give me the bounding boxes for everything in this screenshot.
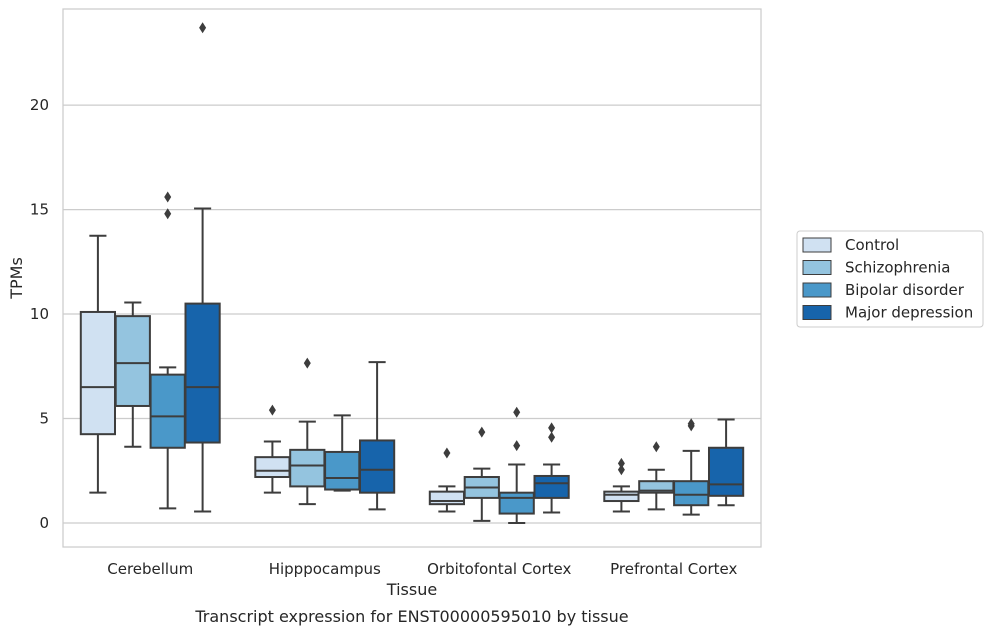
x-tick-label: Prefrontal Cortex [610, 560, 737, 578]
box-iqr [358, 439, 396, 494]
legend-label: Major depression [845, 304, 973, 322]
x-tick-label: Orbitofontal Cortex [427, 560, 571, 578]
box-iqr [184, 302, 221, 444]
outlier-point [164, 191, 172, 203]
outlier-point [303, 357, 311, 369]
legend: Control Schizophrenia Bipolar disorder Majo… [796, 230, 984, 328]
box-schizophrenia-orbitofontal-cortex [463, 426, 500, 522]
box-control-cerebellum [79, 234, 117, 494]
plot-background [63, 9, 761, 547]
outlier-point [513, 406, 521, 418]
box-control-orbitofontal-cortex [428, 447, 466, 513]
box-iqr [707, 446, 745, 497]
outlier-point [478, 426, 486, 438]
legend-swatch [802, 282, 832, 298]
figure-caption: Transcript expression for ENST0000059501… [194, 607, 628, 626]
box-iqr [428, 490, 466, 506]
legend-frame [796, 230, 984, 328]
legend-swatch [802, 305, 832, 320]
x-axis-label: Tissue [386, 580, 437, 599]
x-tick-label: Hipppocampus [269, 560, 381, 578]
box-major-depression-cerebellum [184, 22, 221, 513]
box-iqr [149, 373, 186, 449]
y-tick-label: 20 [30, 96, 49, 114]
box-iqr [289, 448, 326, 488]
outlier-point [548, 422, 556, 434]
outlier-point [687, 418, 695, 430]
outlier-point [617, 457, 625, 469]
box-bipolar-disorder-orbitofontal-cortex [498, 406, 535, 524]
y-tick-label: 0 [39, 514, 49, 532]
outlier-point [443, 447, 451, 459]
legend-label: Schizophrenia [845, 259, 950, 277]
y-tick-label: 15 [30, 201, 49, 219]
box-schizophrenia-prefrontal-cortex [638, 441, 675, 511]
y-tick-label: 10 [30, 305, 49, 323]
box-major-depression-prefrontal-cortex [707, 418, 745, 507]
box-iqr [603, 490, 640, 503]
box-iqr [324, 450, 361, 491]
x-tick-label: Cerebellum [107, 560, 193, 578]
box-iqr [254, 456, 291, 479]
gridlines [63, 104, 761, 524]
plot-area [62, 8, 762, 548]
box-major-depression-orbitofontal-cortex [533, 422, 570, 514]
box-major-depression-hipppocampus [358, 361, 396, 511]
box-iqr [114, 315, 151, 407]
box-iqr [498, 491, 535, 515]
outlier-point [617, 464, 625, 476]
legend-swatch [802, 260, 832, 275]
box-iqr [79, 310, 117, 436]
box-groups [79, 22, 745, 524]
y-axis-label: TPMs [7, 257, 26, 300]
box-schizophrenia-hipppocampus [289, 357, 326, 506]
box-bipolar-disorder-prefrontal-cortex [673, 418, 710, 516]
box-iqr [673, 480, 710, 507]
outlier-point [513, 440, 521, 452]
x-axis-ticks: Cerebellum Hipppocampus Orbitofontal Corte… [107, 560, 737, 578]
outlier-point [548, 431, 556, 443]
outlier-point [652, 441, 660, 453]
box-iqr [533, 474, 570, 499]
box-schizophrenia-cerebellum [114, 301, 151, 448]
legend-label: Bipolar disorder [845, 281, 965, 299]
outlier-point [164, 208, 172, 220]
y-axis-ticks: 0 5 10 15 20 [30, 96, 49, 532]
box-control-prefrontal-cortex [603, 457, 640, 513]
outlier-point [199, 22, 207, 34]
legend-swatch [802, 237, 832, 253]
legend-label: Control [845, 236, 899, 254]
y-tick-label: 5 [39, 410, 49, 428]
outlier-point [268, 404, 276, 416]
plot-frame [62, 8, 762, 548]
